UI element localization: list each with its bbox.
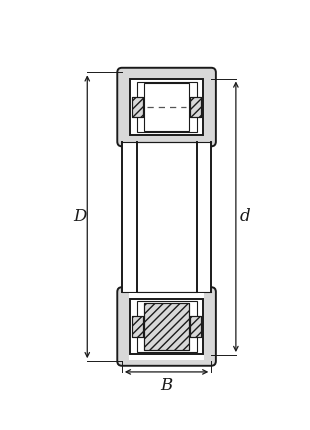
Text: B: B <box>161 377 173 393</box>
Bar <box>144 303 189 350</box>
Bar <box>136 82 197 132</box>
Bar <box>122 142 211 292</box>
FancyBboxPatch shape <box>119 289 214 364</box>
Bar <box>144 303 189 350</box>
FancyBboxPatch shape <box>119 69 214 145</box>
FancyBboxPatch shape <box>117 287 216 366</box>
Bar <box>131 299 203 354</box>
Bar <box>129 293 204 359</box>
Bar <box>132 316 143 337</box>
Text: D: D <box>73 208 86 225</box>
Bar <box>132 97 143 117</box>
Text: d: d <box>240 208 250 225</box>
Bar <box>132 316 143 337</box>
FancyBboxPatch shape <box>117 68 216 146</box>
Bar <box>190 316 201 337</box>
Bar <box>144 83 189 131</box>
Bar <box>190 316 201 337</box>
Bar <box>129 78 204 136</box>
Bar <box>132 97 143 117</box>
Bar <box>190 97 201 117</box>
Bar <box>131 79 203 135</box>
Bar <box>190 97 201 117</box>
Bar <box>136 301 197 352</box>
